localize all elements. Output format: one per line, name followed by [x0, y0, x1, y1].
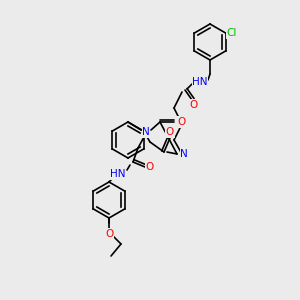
Text: HN: HN [110, 169, 126, 179]
Text: O: O [146, 162, 154, 172]
Text: N: N [180, 149, 188, 159]
Text: O: O [190, 100, 198, 110]
Text: HN: HN [192, 77, 208, 87]
Text: N: N [142, 127, 150, 137]
Text: O: O [105, 229, 113, 239]
Text: Cl: Cl [226, 28, 237, 38]
Text: O: O [166, 127, 174, 137]
Text: O: O [177, 117, 185, 127]
